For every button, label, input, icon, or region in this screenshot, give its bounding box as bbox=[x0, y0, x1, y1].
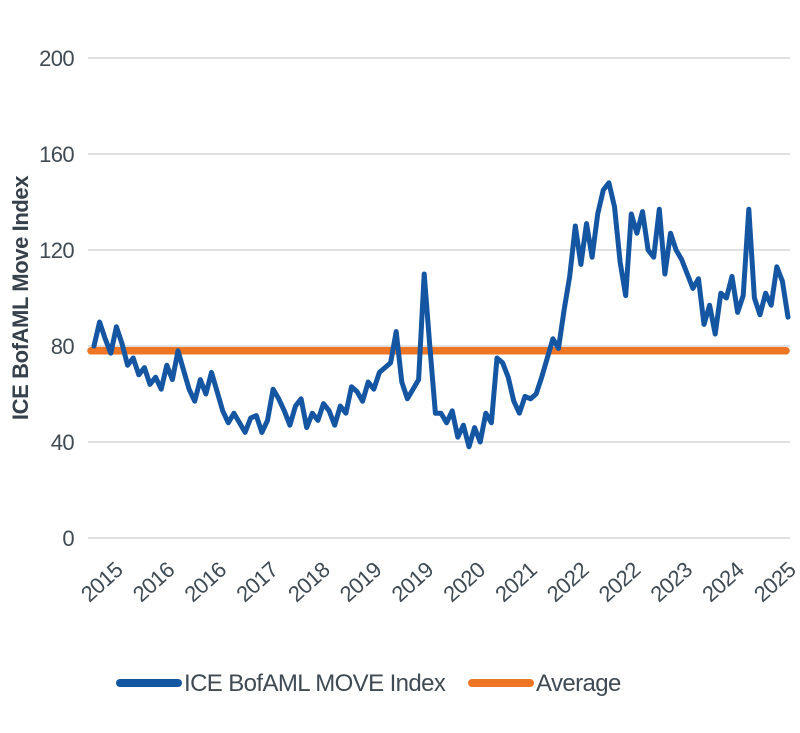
x-tick-label: 2024 bbox=[697, 557, 749, 607]
y-axis-title: ICE BofAML Move Index bbox=[8, 175, 33, 420]
x-tick-label: 2015 bbox=[76, 557, 128, 607]
chart-legend: ICE BofAML MOVE Index Average bbox=[116, 670, 622, 697]
y-tick-label: 80 bbox=[51, 334, 75, 359]
x-tick-label: 2020 bbox=[438, 557, 490, 607]
x-tick-labels-group: 2015 2016 2016 2017 2018 2019 2019 2020 2021 2022… bbox=[76, 557, 800, 607]
x-tick-label: 2025 bbox=[749, 557, 800, 607]
legend-item-move-index: ICE BofAML MOVE Index bbox=[116, 670, 446, 697]
x-tick-label: 2018 bbox=[283, 557, 335, 607]
x-tick-label: 2016 bbox=[180, 557, 232, 607]
y-tick-label: 200 bbox=[39, 46, 74, 71]
x-tick-label: 2022 bbox=[594, 557, 646, 607]
legend-label-average: Average bbox=[536, 670, 621, 697]
x-tick-label: 2022 bbox=[542, 557, 594, 607]
x-tick-label: 2016 bbox=[128, 557, 180, 607]
y-tick-labels-group: 200 160 120 80 40 0 bbox=[39, 46, 75, 551]
gridlines-group bbox=[88, 57, 790, 539]
x-tick-label: 2019 bbox=[335, 557, 387, 607]
y-tick-label: 120 bbox=[39, 238, 74, 263]
x-tick-label: 2019 bbox=[387, 557, 439, 607]
x-tick-label: 2017 bbox=[231, 557, 283, 607]
y-tick-label: 40 bbox=[51, 430, 75, 455]
x-tick-label: 2021 bbox=[490, 557, 542, 607]
legend-item-average: Average bbox=[468, 670, 622, 697]
y-tick-label: 0 bbox=[62, 526, 74, 551]
legend-label-move-index: ICE BofAML MOVE Index bbox=[184, 670, 446, 697]
y-tick-label: 160 bbox=[39, 142, 74, 167]
move-index-line-series bbox=[91, 180, 791, 450]
x-tick-label: 2023 bbox=[646, 557, 698, 607]
